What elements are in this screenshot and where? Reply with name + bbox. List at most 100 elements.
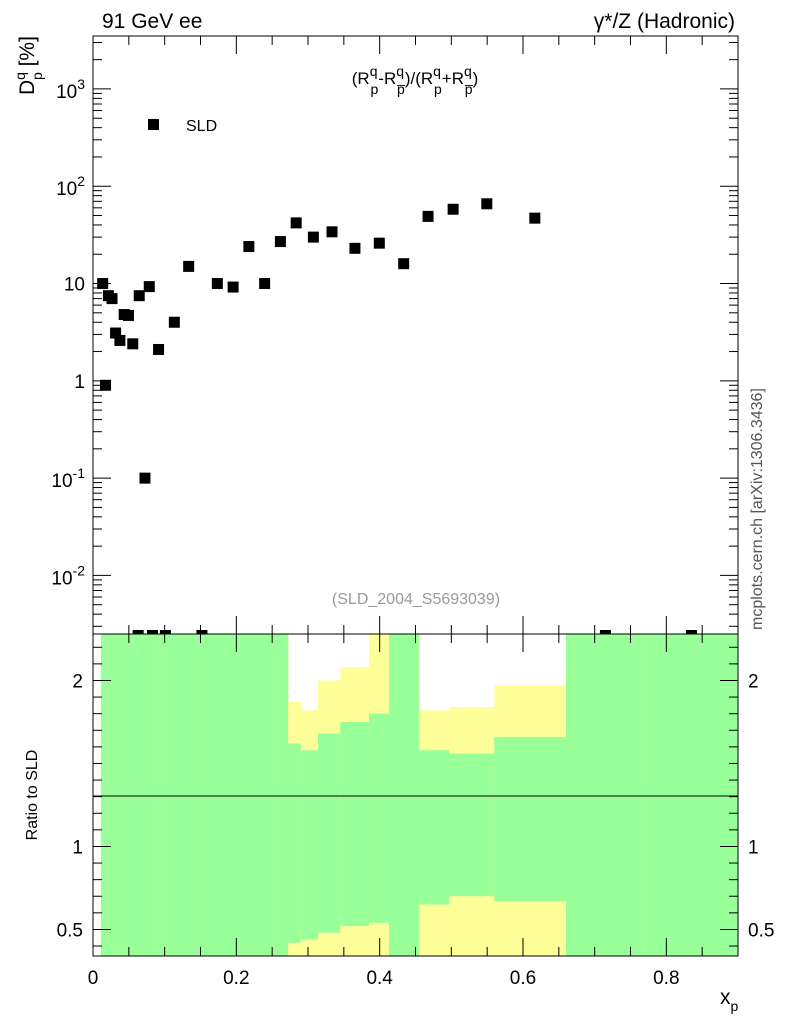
ratio-band-green xyxy=(131,634,137,956)
svg-text:(Rqp-Rqp̅)/(Rqp+Rqp̅): (Rq p-Rq p̅)/(Rq p+Rq p̅) xyxy=(352,63,479,97)
main-y-tick-label: 103 xyxy=(56,76,85,103)
main-y-axis-title: Dqp [%] xyxy=(12,36,45,95)
ratio-x-axis: 0 0.2 0.4 0.6 0.8 xyxy=(88,634,739,989)
data-point-sld xyxy=(168,316,180,328)
main-y-tick-label: 1 xyxy=(74,372,85,393)
data-point-sld xyxy=(143,281,155,293)
legend-marker-sld xyxy=(148,119,159,130)
main-y-axis: 10-2 10-1 1 10 102 103 xyxy=(51,42,738,627)
main-formula-title: (Rq p-Rq p̅)/(Rq p+Rq p̅) xyxy=(352,63,479,97)
ratio-y-axis: 0.5 0.5 1 1 2 2 xyxy=(57,646,774,947)
ratio-band-green xyxy=(100,634,106,956)
ratio-panel: 0.5 0.5 1 1 2 2 0 0.2 0.4 0.6 0.8 Ratio to SLD xp xyxy=(24,633,774,1014)
ratio-x-tick-label: 0.6 xyxy=(510,968,536,989)
ratio-band-green xyxy=(318,733,341,933)
ratio-band-green xyxy=(287,743,302,943)
data-point-sld xyxy=(422,210,434,222)
legend: SLD xyxy=(148,118,217,135)
ratio-band-green xyxy=(272,634,289,956)
ratio-band-green xyxy=(111,634,116,956)
ratio-band-green xyxy=(494,736,567,902)
data-point-offscale xyxy=(159,630,171,634)
data-point-sld xyxy=(97,278,109,290)
ratio-band-green xyxy=(136,634,143,956)
data-point-sld xyxy=(398,258,410,270)
ratio-y-tick-label: 0.5 xyxy=(57,920,83,941)
ratio-error-bands xyxy=(100,634,739,956)
main-y-tick-label: 102 xyxy=(56,173,85,200)
data-point-sld xyxy=(122,309,134,321)
ratio-band-green xyxy=(115,634,120,956)
ratio-band-green xyxy=(257,634,274,956)
svg-text:xp: xp xyxy=(720,986,739,1014)
ratio-x-tick-label: 0.8 xyxy=(653,968,679,989)
ratio-x-tick-label: 0 xyxy=(88,968,99,989)
ratio-y-tick-label: 2 xyxy=(72,671,83,692)
ratio-y-tick-label-right: 2 xyxy=(748,671,759,692)
ratio-band-green xyxy=(184,634,198,956)
data-point-sld xyxy=(153,343,165,355)
ratio-y-axis-title: Ratio to SLD xyxy=(24,750,41,841)
data-point-offscale xyxy=(196,630,208,634)
data-point-sld xyxy=(349,242,361,254)
ratio-band-green xyxy=(141,634,147,956)
data-point-sld xyxy=(211,278,223,290)
data-point-sld xyxy=(106,293,118,305)
data-point-sld xyxy=(259,278,271,290)
data-point-sld xyxy=(133,290,145,302)
legend-label-sld: SLD xyxy=(186,118,217,135)
ratio-band-green xyxy=(164,634,185,956)
ratio-band-green xyxy=(566,634,646,956)
data-point-sld xyxy=(110,327,122,339)
data-point-sld xyxy=(127,338,139,350)
ratio-band-green xyxy=(105,634,109,956)
analysis-watermark: (SLD_2004_S5693039) xyxy=(332,591,500,608)
ratio-band-green xyxy=(449,753,495,897)
ratio-band-green xyxy=(146,634,154,956)
data-point-sld xyxy=(529,212,541,224)
data-point-sld xyxy=(100,379,112,391)
main-y-tick-label: 10-2 xyxy=(51,562,85,589)
header-left-label: 91 GeV ee xyxy=(102,10,202,33)
ratio-y-tick-label-right: 1 xyxy=(748,837,759,858)
data-point-sld xyxy=(274,236,286,248)
header-right-label: γ*/Z (Hadronic) xyxy=(594,10,735,33)
ratio-band-green xyxy=(196,634,241,956)
ratio-y-tick-label: 1 xyxy=(72,837,83,858)
data-point-sld xyxy=(139,472,151,484)
side-citation-label: mcplots.cern.ch [arXiv:1306.3436] xyxy=(749,388,766,630)
data-point-sld xyxy=(447,203,459,215)
main-y-tick-label: 10 xyxy=(64,275,85,296)
main-data-points xyxy=(97,198,697,634)
ratio-band-green xyxy=(644,634,739,956)
ratio-band-green xyxy=(239,634,259,956)
data-point-sld xyxy=(326,226,338,238)
main-y-tick-label: 10-1 xyxy=(51,465,85,492)
x-axis-title: xp xyxy=(720,986,739,1014)
data-point-sld xyxy=(481,198,493,210)
ratio-band-green xyxy=(123,634,128,956)
data-point-sld xyxy=(290,217,302,229)
ratio-band-green xyxy=(419,750,450,905)
ratio-x-tick-label: 0.2 xyxy=(223,968,249,989)
data-point-sld xyxy=(114,334,126,346)
data-point-offscale xyxy=(146,630,158,634)
ratio-y-tick-label-right: 0.5 xyxy=(748,920,774,941)
ratio-band-green xyxy=(368,713,390,923)
data-point-offscale xyxy=(685,630,697,634)
data-point-sld xyxy=(227,281,239,293)
svg-text:Dqp [%]: Dqp [%] xyxy=(12,36,45,95)
data-point-offscale xyxy=(599,630,611,634)
main-x-ticks xyxy=(92,36,739,634)
ratio-band-green xyxy=(340,721,370,927)
data-point-sld xyxy=(373,237,385,249)
ratio-band-green xyxy=(300,750,319,940)
ratio-band-green xyxy=(127,634,133,956)
ratio-band-green xyxy=(108,634,113,956)
data-point-offscale xyxy=(132,630,144,634)
data-point-sld xyxy=(307,231,319,243)
ratio-band-green xyxy=(118,634,124,956)
ratio-x-tick-label: 0.4 xyxy=(366,968,393,989)
